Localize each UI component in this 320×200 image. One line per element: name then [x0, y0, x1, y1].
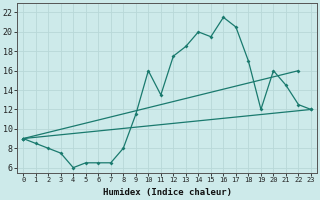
X-axis label: Humidex (Indice chaleur): Humidex (Indice chaleur) [103, 188, 232, 197]
